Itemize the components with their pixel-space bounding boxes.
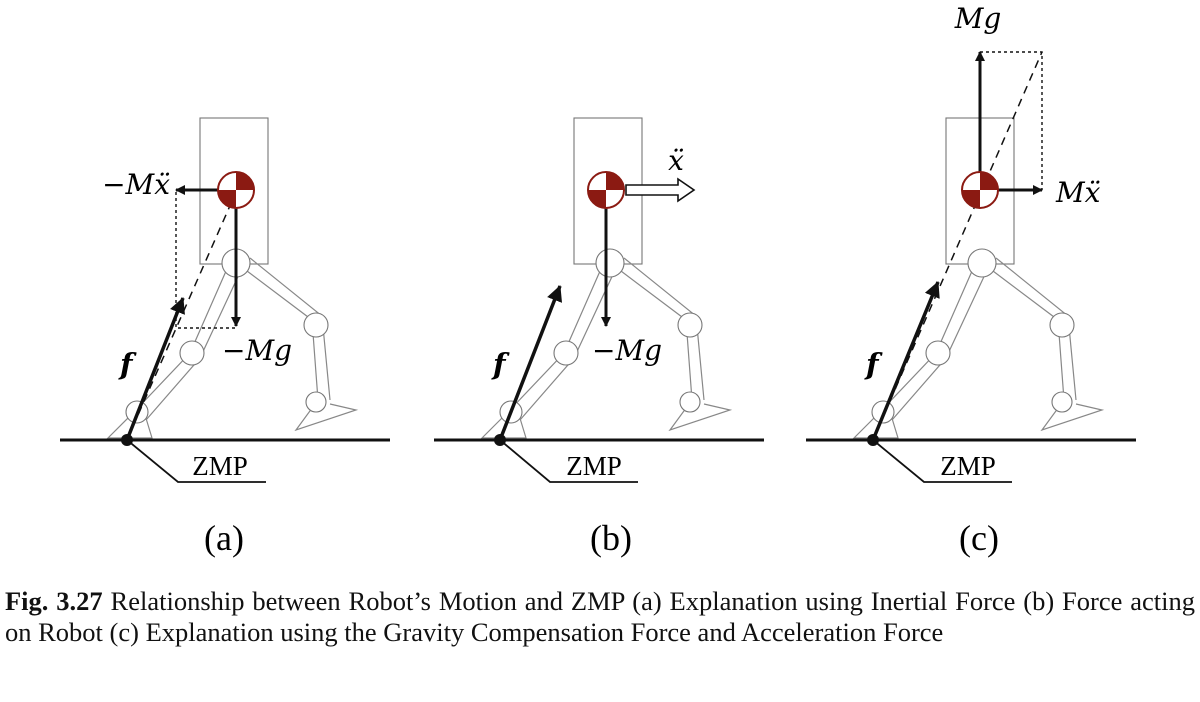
reaction-force-label: f	[491, 347, 510, 381]
reaction-force-label: f	[864, 347, 883, 381]
gravity-force-label: −Mg	[592, 334, 662, 367]
panel-a: ZMP −Mẍ −Mg f (a)	[60, 117, 390, 558]
robot-rear-leg	[106, 261, 231, 439]
zmp-leader-line	[126, 439, 266, 483]
panel-c: ZMP Mg Mẍ f (c)	[806, 2, 1136, 558]
figure-number: Fig. 3.27	[5, 586, 103, 616]
parallelogram-dotted	[175, 192, 236, 329]
reaction-force-arrow	[871, 281, 940, 441]
robot-c	[852, 117, 1105, 439]
robot-ankle-joint	[305, 391, 327, 413]
reaction-force-arrow	[498, 285, 563, 441]
robot-front-leg	[616, 267, 733, 432]
reaction-force-label: f	[118, 347, 137, 381]
robot-knee-joint	[1049, 312, 1075, 338]
accel-force-label: −Mẍ	[102, 168, 170, 201]
gravity-force-label: −Mg	[222, 334, 292, 367]
robot-knee-joint	[303, 312, 329, 338]
caption-text: Relationship between Robot’s Motion and …	[5, 586, 1196, 647]
com-marker	[961, 171, 999, 209]
panel-c-sublabel: (c)	[959, 518, 999, 558]
robot-rear-leg	[852, 261, 977, 439]
figure-caption: Fig. 3.27 Relationship between Robot’s M…	[5, 586, 1195, 648]
robot-ankle-joint	[679, 391, 701, 413]
accel-force-label: Mẍ	[1055, 176, 1101, 209]
zmp-label: ZMP	[192, 451, 248, 481]
robot-knee-joint	[677, 312, 703, 338]
panel-a-sublabel: (a)	[204, 518, 244, 558]
robot-hip-joint	[967, 248, 997, 278]
zmp-label: ZMP	[940, 451, 996, 481]
robot-rear-leg	[480, 261, 605, 439]
panel-b-sublabel: (b)	[590, 518, 632, 558]
com-marker	[217, 171, 255, 209]
acceleration-arrow	[625, 177, 696, 203]
gravity-comp-label: Mg	[954, 2, 1002, 35]
robot-a	[106, 117, 359, 439]
com-marker	[587, 171, 625, 209]
parallelogram-dotted	[980, 51, 1043, 190]
reaction-force-arrow	[125, 297, 185, 441]
robot-hip-joint	[595, 248, 625, 278]
robot-ankle-joint	[1051, 391, 1073, 413]
zmp-label: ZMP	[566, 451, 622, 481]
panel-b: ZMP ẍ −Mg f (b)	[434, 117, 764, 558]
robot-knee-joint	[179, 340, 205, 366]
robot-front-leg	[988, 267, 1105, 432]
robot-knee-joint	[925, 340, 951, 366]
zmp-leader-line	[499, 439, 638, 483]
zmp-leader-line	[872, 439, 1012, 483]
robot-front-leg	[242, 267, 359, 432]
robot-knee-joint	[553, 340, 579, 366]
acceleration-label: ẍ	[668, 144, 684, 177]
